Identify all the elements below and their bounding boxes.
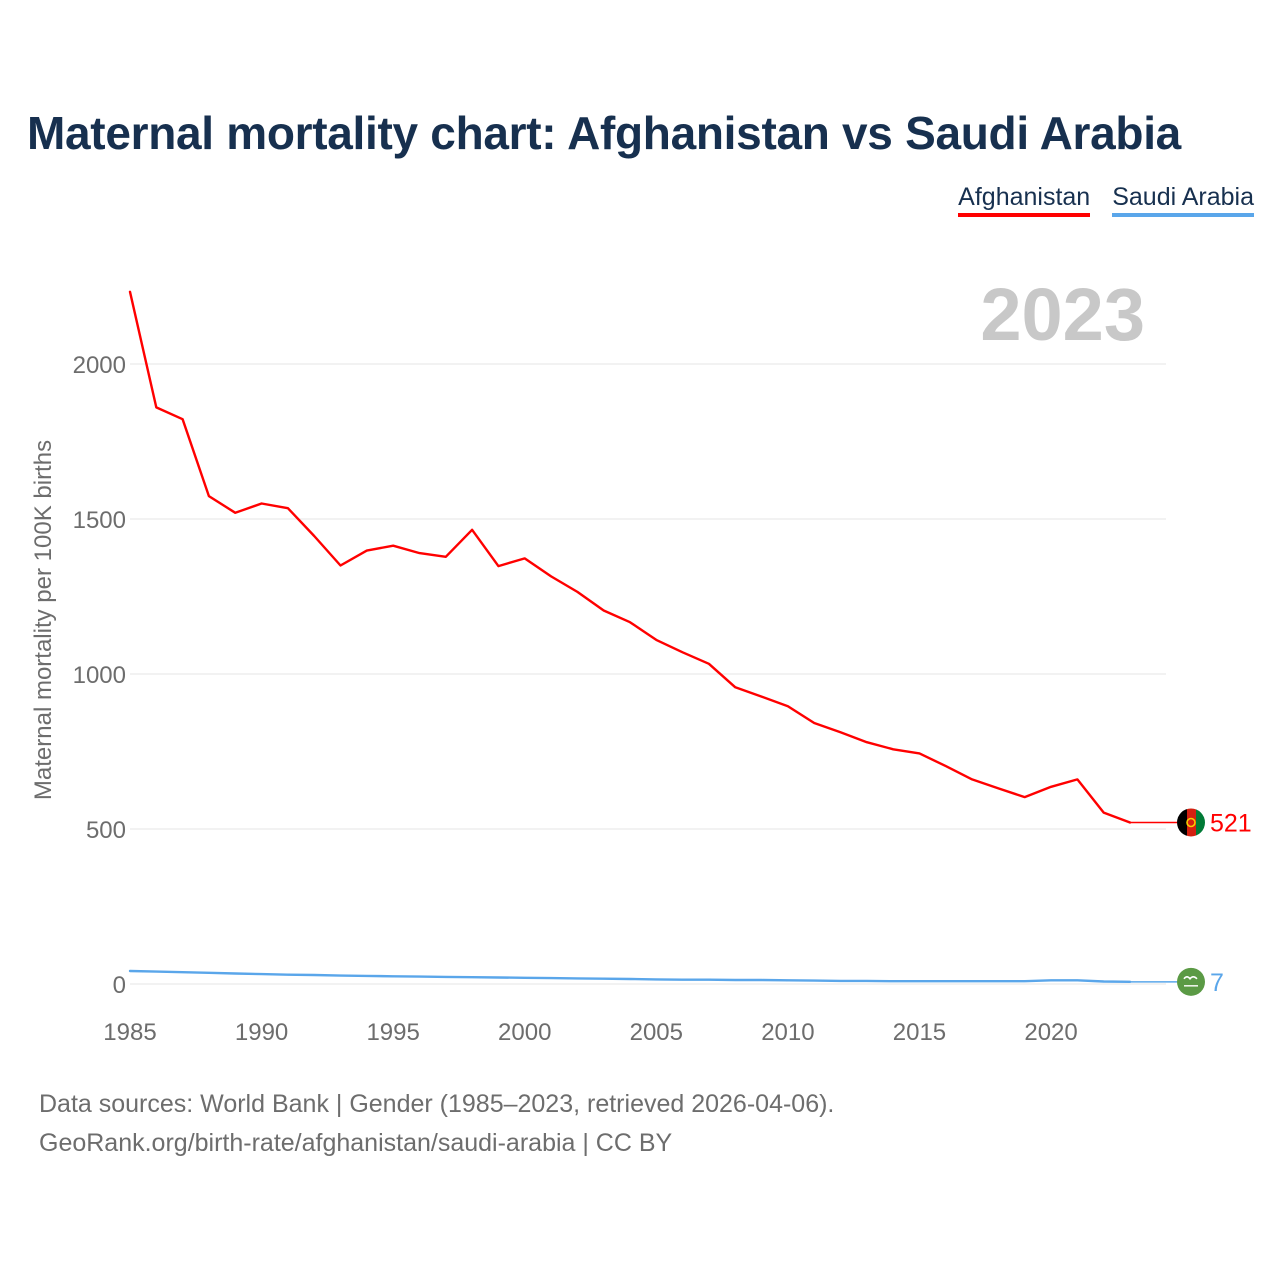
y-tick-label: 1500 xyxy=(73,507,126,534)
x-tick-label: 2005 xyxy=(630,1019,683,1046)
y-tick-label: 1000 xyxy=(73,662,126,689)
legend-item-afghanistan[interactable]: Afghanistan xyxy=(958,183,1091,217)
x-ticks: 1985 1990 1995 2000 2005 2010 2015 2020 xyxy=(103,1019,1077,1046)
page-title: Maternal mortality chart: Afghanistan vs… xyxy=(27,107,1181,159)
y-tick-label: 2000 xyxy=(73,352,126,379)
footer-sources: Data sources: World Bank | Gender (1985–… xyxy=(39,1090,835,1118)
y-tick-label: 500 xyxy=(86,817,126,844)
y-ticks: 0 500 1000 1500 2000 xyxy=(73,352,126,999)
x-tick-label: 2015 xyxy=(893,1019,946,1046)
y-axis-label: Maternal mortality per 100K births xyxy=(30,440,57,800)
footer: Data sources: World Bank | Gender (1985–… xyxy=(39,1085,834,1163)
series-end-label-saudi-arabia: 7 xyxy=(1210,969,1224,997)
x-tick-label: 1985 xyxy=(103,1019,156,1046)
footer-attribution[interactable]: GeoRank.org/birth-rate/afghanistan/saudi… xyxy=(39,1129,673,1157)
x-tick-label: 2020 xyxy=(1024,1019,1077,1046)
x-tick-label: 1995 xyxy=(366,1019,419,1046)
legend-item-saudi-arabia[interactable]: Saudi Arabia xyxy=(1112,183,1254,217)
gridlines xyxy=(130,363,1166,985)
saudi-arabia-flag-icon xyxy=(1177,967,1205,996)
legend: Afghanistan Saudi Arabia xyxy=(958,183,1254,217)
x-tick-label: 2000 xyxy=(498,1019,551,1046)
year-watermark: 2023 xyxy=(980,273,1145,356)
end-markers: 521 7 xyxy=(1130,808,1252,997)
afghanistan-flag-icon xyxy=(1177,808,1205,837)
series-line-saudi-arabia xyxy=(128,969,1132,983)
series-end-label-afghanistan: 521 xyxy=(1210,809,1252,837)
series-line-afghanistan xyxy=(128,290,1132,824)
series-lines xyxy=(128,290,1132,983)
x-tick-label: 1990 xyxy=(235,1019,288,1046)
y-tick-label: 0 xyxy=(113,972,126,999)
x-tick-label: 2010 xyxy=(761,1019,814,1046)
